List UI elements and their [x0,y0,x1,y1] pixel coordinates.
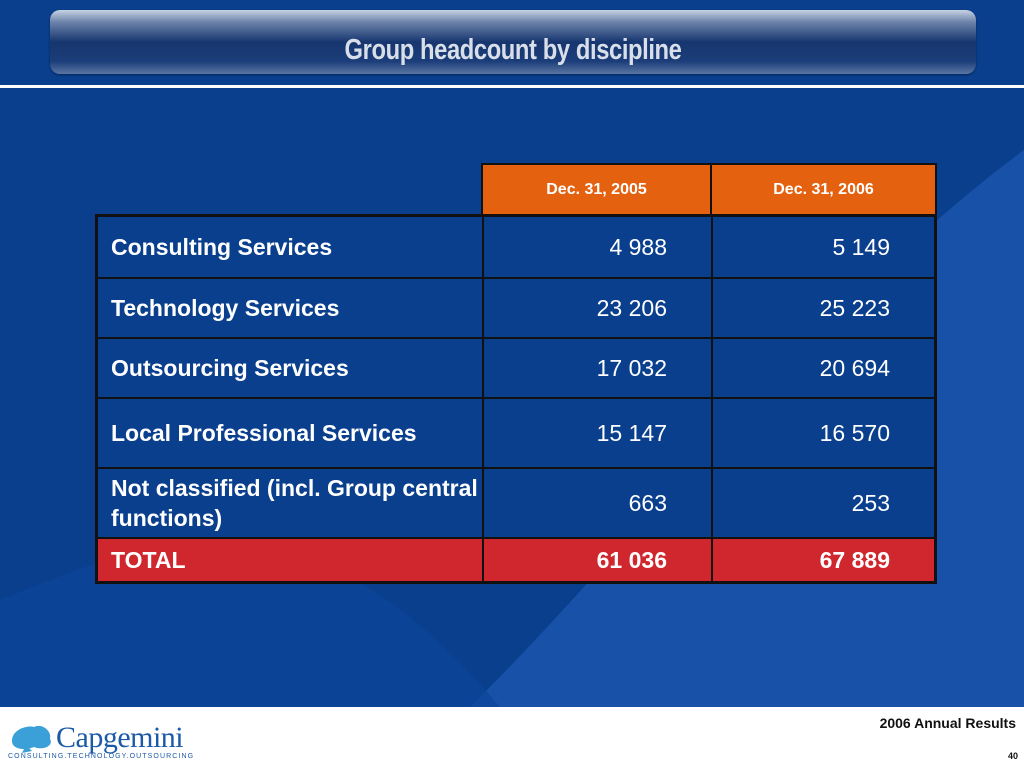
row-label: Local Professional Services [98,399,484,469]
title-divider [0,85,1024,88]
row-label: Consulting Services [98,217,484,279]
logo-tagline: CONSULTING.TECHNOLOGY.OUTSOURCING [8,753,195,760]
total-label: TOTAL [98,539,484,581]
spade-icon [12,725,51,753]
column-header-2005: Dec. 31, 2005 [481,163,712,216]
row-label: Not classified (incl. Group central func… [98,469,484,539]
logo-wordmark: Capgemini [56,721,184,754]
value-2005: 4 988 [484,217,713,279]
table-row: Technology Services 23 206 25 223 [98,279,934,339]
capgemini-logo: Capgemini CONSULTING.TECHNOLOGY.OUTSOURC… [8,719,193,765]
value-2006: 25 223 [713,279,934,339]
value-2006: 20 694 [713,339,934,399]
row-label: Technology Services [98,279,484,339]
page-number: 40 [1007,751,1018,761]
value-2005: 23 206 [484,279,713,339]
column-header-2006: Dec. 31, 2006 [710,163,937,216]
table-row: Consulting Services 4 988 5 149 [98,217,934,279]
slide-background: Group headcount by discipline Dec. 31, 2… [0,0,1024,707]
total-2006: 67 889 [713,539,934,581]
table-row: Local Professional Services 15 147 16 57… [98,399,934,469]
total-row: TOTAL 61 036 67 889 [98,539,934,581]
total-2005: 61 036 [484,539,713,581]
title-bar: Group headcount by discipline [50,10,976,74]
value-2005: 15 147 [484,399,713,469]
value-2006: 16 570 [713,399,934,469]
report-title: 2006 Annual Results [879,715,1016,731]
table-row: Not classified (incl. Group central func… [98,469,934,539]
footer: Capgemini CONSULTING.TECHNOLOGY.OUTSOURC… [0,707,1024,768]
page-title: Group headcount by discipline [344,34,682,66]
value-2006: 253 [713,469,934,539]
table-row: Outsourcing Services 17 032 20 694 [98,339,934,399]
row-label: Outsourcing Services [98,339,484,399]
value-2005: 17 032 [484,339,713,399]
value-2005: 663 [484,469,713,539]
value-2006: 5 149 [713,217,934,279]
headcount-table: Consulting Services 4 988 5 149 Technolo… [95,214,937,584]
